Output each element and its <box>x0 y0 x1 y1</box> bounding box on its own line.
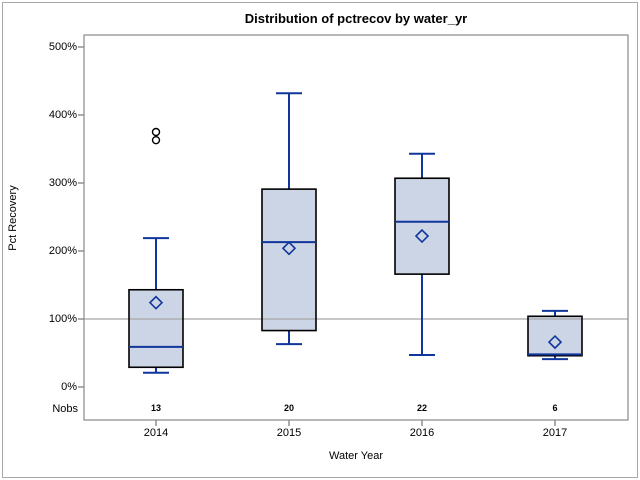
nobs-row-label: Nobs <box>52 403 78 415</box>
nobs-value-2015: 20 <box>283 403 294 413</box>
y-tick-label-500: 500% <box>48 41 77 53</box>
x-category-2015: 2015 <box>276 427 302 439</box>
y-tick-label-100: 100% <box>48 313 77 325</box>
box-2017-mean-diamond <box>547 334 563 350</box>
y-tick-label-200: 200% <box>48 245 77 257</box>
box-2014-outlier-point <box>151 127 161 137</box>
plot-border <box>83 34 629 421</box>
y-axis-title: Pct Recovery <box>7 185 19 251</box>
nobs-value-2014: 13 <box>150 403 161 413</box>
box-2016-mean-diamond <box>414 228 430 244</box>
box-2015-outline <box>261 188 317 332</box>
box-2014-outlier-point <box>151 135 161 145</box>
x-category-2016: 2016 <box>409 427 435 439</box>
chart-title: Distribution of pctrecov by water_yr <box>244 11 468 26</box>
box-2014-mean-diamond <box>148 295 164 310</box>
box-2014-outline <box>128 288 184 369</box>
x-axis-title: Water Year <box>328 450 383 462</box>
y-tick-label-300: 300% <box>48 177 77 189</box>
box-fill-2016 <box>395 178 449 275</box>
box-fill-2015 <box>262 189 316 331</box>
box-2015-mean-diamond <box>281 241 297 256</box>
box-fill-2014 <box>129 289 183 368</box>
nobs-value-2016: 22 <box>416 403 427 413</box>
y-tick-label-0: 0% <box>61 381 77 393</box>
box-2017-outline <box>527 315 583 357</box>
nobs-value-2017: 6 <box>552 403 558 413</box>
y-tick-label-400: 400% <box>48 109 77 121</box>
x-category-2014: 2014 <box>143 427 169 439</box>
x-category-2017: 2017 <box>542 427 568 439</box>
box-2016-outline <box>394 177 450 275</box>
